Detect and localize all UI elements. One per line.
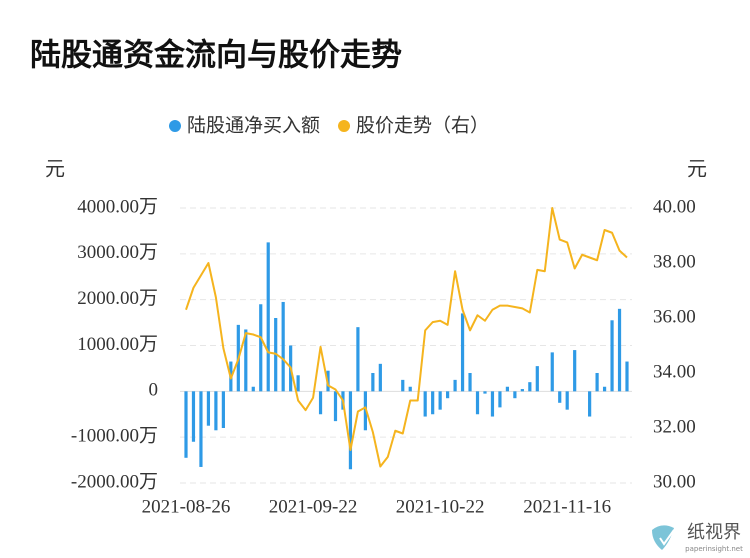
bar — [446, 391, 450, 399]
bar — [617, 308, 622, 392]
bar — [520, 389, 524, 392]
y-tick-label: 2000.00万 — [77, 288, 158, 309]
bar — [588, 391, 592, 417]
bar — [468, 373, 472, 392]
bar — [199, 391, 203, 467]
x-tick-label: 2021-10-22 — [396, 496, 485, 517]
bar — [214, 391, 218, 431]
y2-tick-label: 36.00 — [653, 306, 696, 327]
y2-tick-label: 34.00 — [653, 361, 696, 382]
y-tick-label: -2000.00万 — [71, 471, 158, 492]
y2-tick-label: 32.00 — [653, 416, 696, 437]
watermark: 纸视界 paperinsight.net — [652, 522, 743, 553]
bar — [438, 391, 442, 410]
y-tick-label: 1000.00万 — [77, 334, 158, 355]
watermark-name: 纸视界 — [687, 522, 741, 543]
legend-label: 陆股通净买入额 — [187, 115, 320, 137]
bar — [296, 375, 300, 392]
watermark-site: paperinsight.net — [685, 545, 743, 553]
bar — [378, 363, 382, 392]
y-unit: 元 — [45, 157, 65, 181]
bar — [498, 391, 502, 408]
y2-tick-label: 30.00 — [653, 471, 696, 492]
bar — [266, 242, 270, 392]
bar — [333, 391, 338, 422]
legend-marker — [169, 120, 181, 132]
bar — [221, 391, 225, 428]
y-tick-label: 0 — [149, 380, 159, 401]
bar — [431, 391, 435, 415]
bar — [610, 320, 614, 392]
bar — [191, 391, 196, 442]
bar — [184, 391, 188, 458]
bar — [535, 366, 539, 392]
y-tick-label: -1000.00万 — [71, 426, 158, 447]
bar — [206, 391, 211, 426]
bar — [348, 391, 353, 470]
bar — [558, 391, 562, 403]
watermark-icon — [652, 525, 674, 550]
watermark-check — [659, 529, 675, 546]
bar — [595, 373, 599, 392]
bar — [602, 386, 607, 392]
legend-marker — [338, 120, 351, 132]
x-tick-label: 2021-08-26 — [142, 496, 231, 517]
bar — [483, 391, 487, 394]
bar — [565, 391, 569, 410]
bar — [408, 386, 412, 392]
bar — [318, 391, 323, 415]
y2-tick-label: 40.00 — [653, 196, 696, 217]
bar — [475, 391, 480, 415]
y-tick-label: 4000.00万 — [77, 196, 158, 217]
bar — [423, 391, 427, 417]
bar — [528, 382, 532, 392]
bar — [371, 373, 375, 392]
y2-tick-label: 38.00 — [653, 251, 696, 272]
price-line — [185, 207, 628, 468]
bar — [573, 350, 577, 392]
bar — [281, 301, 285, 392]
bar — [244, 329, 248, 392]
legend-label: 股价走势（右） — [356, 115, 489, 137]
bar — [460, 313, 465, 392]
y-tick-label: 3000.00万 — [77, 242, 158, 263]
bar — [505, 386, 510, 392]
bar — [625, 361, 629, 392]
chart-title: 陆股通资金流向与股价走势 — [30, 38, 402, 74]
bar — [490, 391, 495, 417]
bar — [550, 352, 554, 392]
bar — [251, 386, 255, 392]
y2-unit: 元 — [687, 157, 707, 181]
bar — [513, 391, 517, 399]
bar — [356, 327, 360, 392]
bar — [259, 304, 263, 392]
bar — [401, 379, 405, 392]
x-tick-label: 2021-11-16 — [523, 496, 611, 517]
bar — [453, 379, 457, 392]
x-tick-label: 2021-09-22 — [269, 496, 358, 517]
